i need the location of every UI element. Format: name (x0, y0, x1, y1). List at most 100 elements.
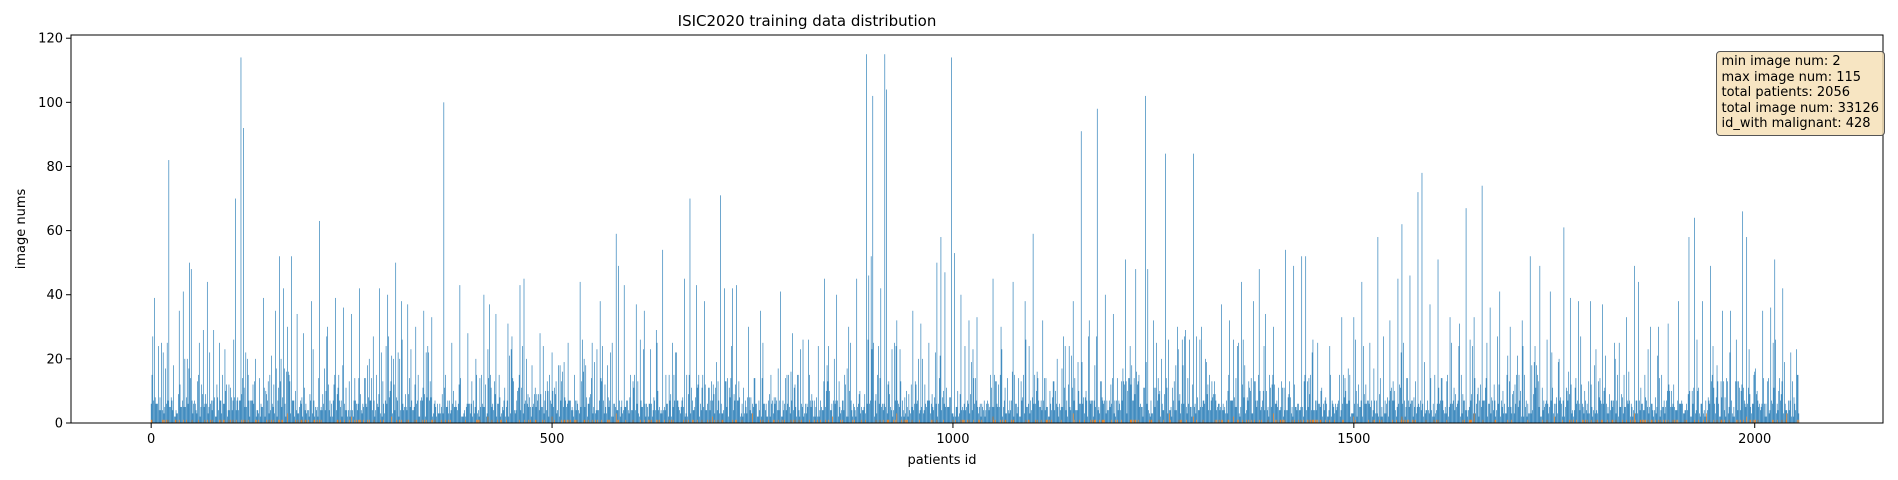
total-bar (862, 410, 864, 423)
malignant-bar (1772, 419, 1773, 423)
total-bar (1392, 381, 1394, 423)
total-bar (663, 410, 664, 423)
malignant-bar (591, 419, 593, 423)
total-bar (1619, 406, 1621, 423)
total-bar (1456, 406, 1457, 423)
total-bar (1520, 390, 1521, 423)
malignant-bar (1622, 419, 1623, 423)
total-bar (1764, 403, 1765, 423)
total-bar (540, 394, 542, 423)
total-bar (1511, 413, 1513, 423)
total-bar (558, 416, 560, 423)
total-bar (1207, 384, 1209, 423)
malignant-bar (1121, 419, 1122, 423)
total-bar (1784, 403, 1786, 423)
total-bar (907, 416, 909, 423)
malignant-bar (1047, 419, 1048, 423)
total-bar (613, 403, 615, 423)
total-bar (578, 410, 579, 423)
total-bar (1355, 390, 1357, 423)
total-bar (1206, 394, 1208, 423)
total-bar (1460, 416, 1461, 423)
malignant-bar (639, 419, 641, 423)
total-bar (964, 346, 966, 423)
total-bar (859, 390, 861, 423)
total-bar (1343, 374, 1344, 423)
total-bar (228, 384, 230, 423)
total-bar (582, 339, 583, 423)
total-bar (883, 403, 885, 423)
malignant-bar (887, 419, 889, 423)
total-bar (1390, 390, 1392, 423)
total-bar (1553, 413, 1554, 423)
total-bar (182, 400, 183, 423)
total-bar (1186, 413, 1188, 423)
total-bar (665, 374, 667, 423)
total-bar (723, 410, 724, 423)
total-bar (1359, 406, 1360, 423)
total-bar (1111, 403, 1113, 423)
total-bar (1353, 317, 1355, 423)
total-bar (841, 400, 843, 423)
total-bar (237, 397, 239, 423)
total-bar (396, 397, 397, 423)
total-bar (381, 416, 383, 423)
total-bar (869, 403, 870, 423)
malignant-bar (279, 419, 280, 423)
total-bar (904, 397, 906, 423)
total-bar (1247, 400, 1249, 423)
total-bar (568, 400, 570, 423)
total-bar (1201, 326, 1202, 423)
total-bar (1625, 406, 1626, 423)
total-bar (230, 387, 231, 423)
total-bar (742, 416, 744, 423)
total-bar (198, 374, 199, 423)
total-bar (611, 416, 612, 423)
total-bar (744, 413, 745, 423)
total-bar (433, 413, 434, 423)
total-bar (1242, 384, 1243, 423)
total-bar (504, 387, 506, 423)
total-bar (1030, 400, 1032, 423)
total-bar (1062, 406, 1064, 423)
total-bar (999, 374, 1001, 423)
total-bar (1355, 339, 1356, 423)
total-bar (1671, 390, 1672, 423)
total-bar (694, 406, 696, 423)
total-bar (1540, 416, 1541, 423)
total-bar (947, 406, 948, 423)
total-bar (745, 406, 747, 423)
total-bar (285, 416, 287, 423)
total-bar (1473, 317, 1475, 423)
malignant-bar (993, 419, 995, 423)
total-bar (1084, 413, 1085, 423)
malignant-bar (1586, 419, 1588, 423)
malignant-bar (232, 419, 234, 423)
total-bar (606, 413, 607, 423)
malignant-bar (1261, 419, 1262, 423)
malignant-bar (561, 419, 562, 423)
total-bar (1104, 294, 1106, 423)
total-bar (879, 378, 881, 423)
total-bar (193, 403, 194, 423)
total-bar (1484, 400, 1485, 423)
total-bar (1163, 410, 1165, 423)
total-bar (1598, 397, 1600, 423)
total-bar (802, 339, 804, 423)
total-bar (1387, 416, 1389, 423)
total-bar (1621, 394, 1622, 423)
total-bar (499, 397, 501, 423)
total-bar (1100, 381, 1102, 423)
total-bar (1277, 406, 1278, 423)
total-bar (1065, 410, 1067, 423)
total-bar (551, 352, 553, 423)
total-bar (1583, 413, 1585, 423)
total-bar (914, 403, 915, 423)
total-bar (1599, 378, 1601, 423)
total-bar (521, 387, 522, 423)
total-bar (1653, 416, 1655, 423)
total-bar (703, 406, 704, 423)
total-bar (1506, 374, 1508, 423)
total-bar (1236, 406, 1238, 423)
total-bar (1635, 400, 1637, 423)
